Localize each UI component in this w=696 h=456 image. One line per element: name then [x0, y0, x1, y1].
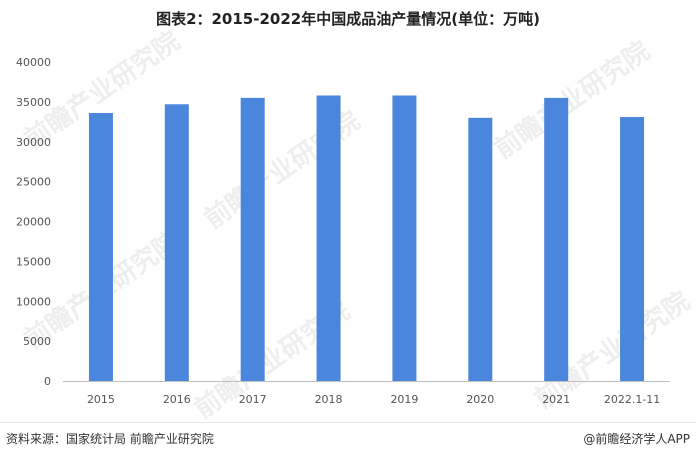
- x-tick-label: 2017: [239, 393, 267, 406]
- x-tick-label: 2022.1-11: [604, 393, 660, 406]
- y-tick-label: 10000: [16, 295, 51, 308]
- bar-2022.1-11: [620, 117, 645, 381]
- source-note: 资料来源：国家统计局 前瞻产业研究院: [6, 432, 214, 446]
- x-tick-label: 2015: [87, 393, 115, 406]
- chart-title: 图表2：2015-2022年中国成品油产量情况(单位：万吨): [156, 10, 540, 28]
- y-tick-label: 40000: [16, 56, 51, 69]
- footer-divider: [0, 422, 696, 423]
- y-tick-label: 25000: [16, 176, 51, 189]
- y-tick-label: 30000: [16, 136, 51, 149]
- y-tick-label: 35000: [16, 96, 51, 109]
- bar-2020: [468, 117, 493, 381]
- y-axis: 0 5000 10000 15000 20000 25000 30000 35000 40000: [16, 56, 51, 388]
- x-axis: 2015 2016 2017 2018 2019 2020 2021 2022.1-11: [87, 393, 660, 406]
- bar-2018: [316, 95, 341, 382]
- x-tick-label: 2019: [390, 393, 418, 406]
- y-tick-label: 15000: [16, 255, 51, 268]
- credit-note: @前瞻经济学人APP: [583, 432, 690, 446]
- x-tick-label: 2016: [163, 393, 191, 406]
- bar-2016: [164, 104, 189, 381]
- y-tick-label: 0: [44, 375, 51, 388]
- x-tick-label: 2018: [315, 393, 343, 406]
- x-tick-label: 2020: [466, 393, 494, 406]
- bar-2017: [240, 97, 265, 381]
- x-tick-label: 2021: [542, 393, 570, 406]
- y-tick-label: 20000: [16, 216, 51, 229]
- bar-2019: [392, 95, 417, 382]
- bars: [88, 95, 645, 382]
- y-tick-label: 5000: [23, 335, 51, 348]
- bar-2015: [88, 113, 113, 381]
- bar-2021: [544, 97, 569, 381]
